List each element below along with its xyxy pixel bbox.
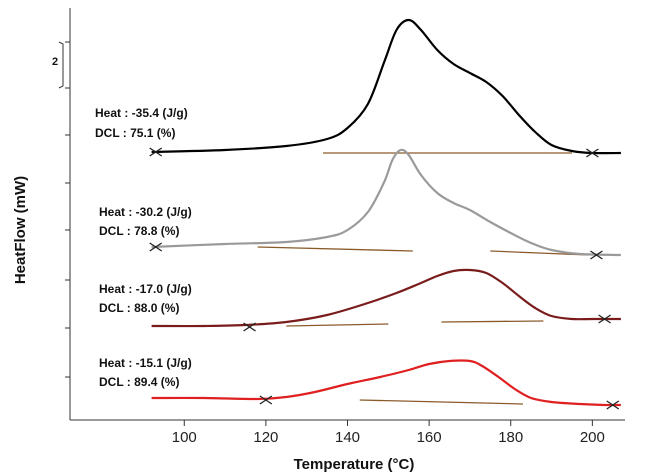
heat-annotation: Heat : -15.1 (J/g)	[99, 356, 192, 370]
x-tick-label: 180	[498, 429, 523, 446]
scale-bar-label: 2	[52, 56, 58, 68]
x-tick-label: 120	[253, 429, 278, 446]
dcl-annotation: DCL : 89.4 (%)	[99, 375, 179, 389]
heat-annotation: Heat : -30.2 (J/g)	[99, 205, 192, 219]
annotations: Heat : -35.4 (J/g) DCL : 75.1 (%) Heat : -…	[95, 106, 192, 389]
x-tick-label: 200	[580, 429, 605, 446]
series-line-2	[151, 148, 621, 257]
baseline-segment	[359, 399, 523, 405]
integration-marker	[243, 322, 256, 332]
x-ticks: 100 120 140 160 180 200	[172, 420, 605, 446]
scale-bracket	[58, 41, 64, 89]
integration-marker	[598, 314, 611, 324]
x-tick-label: 140	[335, 429, 360, 446]
dcl-annotation: DCL : 88.0 (%)	[99, 301, 179, 315]
baseline-segment	[286, 323, 389, 327]
series-line-4	[151, 359, 621, 407]
integration-marker	[585, 148, 599, 158]
y-axis-title: HeatFlow (mW)	[12, 176, 29, 284]
integration-marker	[149, 147, 163, 157]
scale-bar	[58, 41, 64, 89]
dcl-annotation: DCL : 78.8 (%)	[99, 224, 179, 238]
integration-marker	[149, 242, 163, 252]
series-line-3	[151, 268, 621, 328]
x-axis-title: Temperature (°C)	[294, 456, 415, 473]
series-group	[151, 18, 621, 407]
integration-marker	[606, 400, 620, 410]
x-tick-label: 160	[417, 429, 442, 446]
baseline-segment	[441, 320, 544, 323]
heat-annotation: Heat : -17.0 (J/g)	[99, 282, 192, 296]
integration-marker	[590, 250, 603, 260]
baseline-segment	[257, 246, 413, 252]
markers	[149, 147, 620, 410]
x-tick-label: 100	[172, 429, 197, 446]
dcl-annotation: DCL : 75.1 (%)	[95, 126, 175, 140]
heat-annotation: Heat : -35.4 (J/g)	[95, 106, 188, 120]
series-line-1	[151, 18, 621, 155]
integration-marker	[259, 395, 273, 405]
